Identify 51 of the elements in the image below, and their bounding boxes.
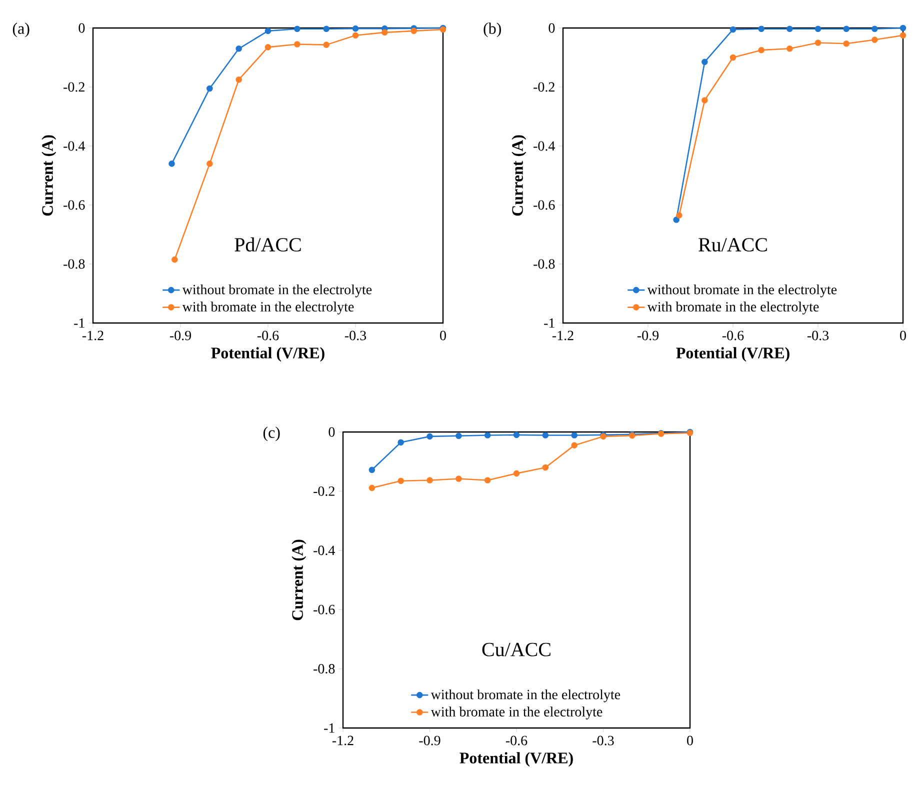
legend-label: with bromate in the electrolyte	[647, 302, 819, 314]
x-tick-label: -0.9	[419, 736, 440, 746]
y-axis-title: Current (A)	[512, 135, 526, 216]
text: (c)	[263, 426, 280, 442]
y-tick-label: -1	[324, 723, 334, 733]
y-tick-label: -0.8	[534, 259, 555, 269]
y-tick-label: -0.2	[534, 82, 554, 92]
y-tick-label: 0	[328, 427, 335, 437]
x-tick-label: -0.6	[257, 330, 279, 340]
x-tick-label: -0.3	[807, 330, 829, 340]
legend-label: with bromate in the electrolyte	[182, 302, 354, 314]
y-tick-label: -0.2	[64, 82, 84, 92]
legend-label: with bromate in the electrolyte	[430, 706, 602, 720]
x-tick-label: -1.2	[82, 330, 104, 340]
x-tick-label: -1.2	[552, 330, 574, 340]
y-tick-label: -1	[544, 318, 554, 328]
y-axis-title: Current (A)	[292, 540, 306, 620]
legend-label: without bromate in the electrolyte	[182, 284, 372, 298]
text: Cu/ACC	[482, 642, 550, 656]
x-tick-label: 0	[687, 736, 693, 746]
y-tick-label: -0.6	[64, 200, 85, 210]
x-tick-label: -0.3	[344, 330, 366, 340]
x-tick-label: -0.3	[592, 736, 614, 746]
x-axis-title: Potential (V/RE)	[676, 347, 790, 362]
x-tick-label: -0.6	[722, 330, 744, 340]
y-tick-label: 0	[548, 23, 555, 33]
y-tick-label: 0	[78, 23, 85, 33]
y-tick-label: -1	[74, 318, 84, 328]
text: (a)	[12, 22, 30, 38]
text: Pd/ACC	[234, 237, 301, 252]
y-tick-label: -0.6	[534, 200, 555, 210]
y-tick-label: -0.4	[534, 141, 555, 151]
x-axis-title: Potential (V/RE)	[460, 752, 573, 767]
legend-label: without bromate in the electrolyte	[430, 689, 620, 702]
x-tick-label: 0	[440, 330, 446, 340]
y-tick-label: -0.2	[314, 486, 334, 496]
text: Ru/ACC	[698, 238, 767, 252]
x-tick-label: -0.9	[170, 330, 192, 340]
x-tick-label: -1.2	[332, 736, 354, 746]
y-tick-label: -0.4	[314, 546, 335, 556]
x-tick-label: 0	[900, 330, 906, 340]
legend-label: without bromate in the electrolyte	[647, 284, 837, 298]
y-tick-label: -0.8	[64, 259, 85, 269]
y-tick-label: -0.6	[314, 604, 335, 614]
y-tick-label: -0.4	[64, 141, 85, 151]
x-tick-label: -0.6	[506, 736, 528, 746]
y-axis-title: Current (A)	[42, 135, 56, 216]
y-tick-label: -0.8	[314, 664, 335, 674]
x-axis-title: Potential (V/RE)	[211, 347, 324, 362]
text: (b)	[484, 22, 501, 38]
x-tick-label: -0.9	[637, 330, 659, 340]
